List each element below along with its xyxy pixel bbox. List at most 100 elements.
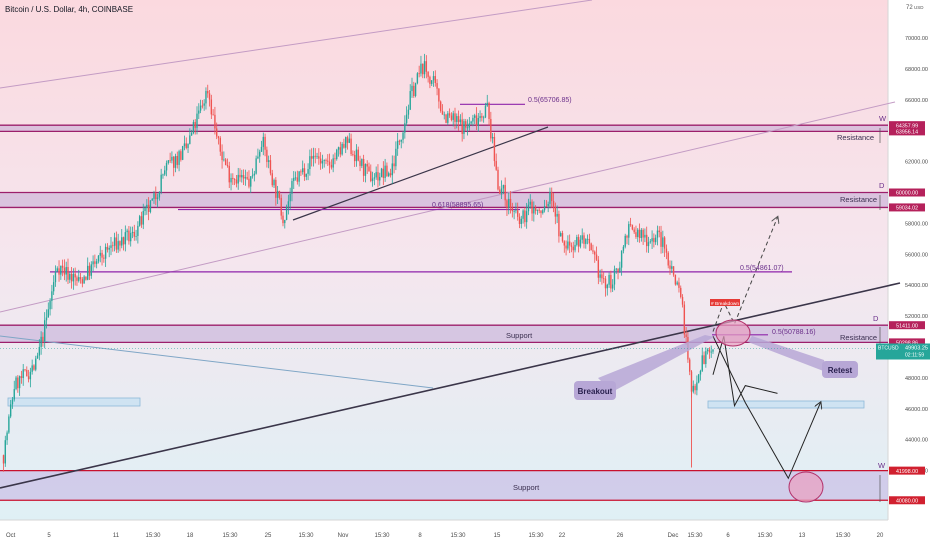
candle-body <box>226 165 229 166</box>
red-tag <box>710 299 740 306</box>
candle-body <box>171 156 173 161</box>
candle-body <box>341 143 343 155</box>
time-tick-label: 18 <box>187 533 194 539</box>
candle-body <box>560 233 562 237</box>
projection-dashed <box>712 217 778 332</box>
candle-body <box>443 114 445 116</box>
price-badge-label: 63956.14 <box>896 130 918 136</box>
candle-body <box>31 365 33 372</box>
candle-body <box>162 174 164 176</box>
candle-body <box>482 117 485 119</box>
candle-body <box>232 177 234 180</box>
candle-body <box>651 238 653 242</box>
candle-body <box>493 136 496 162</box>
candle-body <box>665 248 668 253</box>
candle-body <box>355 149 358 162</box>
candle-body <box>527 204 530 212</box>
candle-body <box>58 268 60 275</box>
candle-body <box>332 158 334 168</box>
candle-body <box>309 156 311 170</box>
price-badge <box>889 121 925 130</box>
candle-body <box>319 158 322 164</box>
plot-background <box>0 0 888 520</box>
candle-body <box>459 119 462 123</box>
candle-body <box>642 229 644 238</box>
candle-body <box>579 239 582 247</box>
candle-body <box>140 216 143 225</box>
candle-body <box>167 160 170 164</box>
candle-body <box>520 218 522 224</box>
candle-body <box>565 245 567 249</box>
candle-body <box>196 113 198 128</box>
candle-body <box>262 136 264 147</box>
candle-body <box>382 168 385 179</box>
candle-body <box>230 177 232 183</box>
candle-body <box>533 207 535 214</box>
candle-body <box>27 376 30 380</box>
candle-body <box>312 155 315 159</box>
candle-body <box>81 279 84 284</box>
time-tick-label: 15:30 <box>757 533 773 539</box>
candle-body <box>164 170 166 175</box>
candle-body <box>438 88 440 102</box>
candle-body <box>212 114 214 116</box>
candle-body <box>411 85 413 92</box>
resistance-label: Resistance <box>837 133 874 142</box>
candle-body <box>427 71 429 77</box>
candle-body <box>477 117 479 126</box>
trendlines-layer <box>0 0 901 489</box>
candle-body <box>672 266 675 275</box>
candle-body <box>431 80 433 84</box>
candle-body <box>504 185 506 201</box>
candle-body <box>250 176 252 187</box>
candle-body <box>36 355 39 359</box>
candle-body <box>29 371 32 380</box>
support-label: Support <box>513 483 540 492</box>
price-badge-label: 41998.00 <box>896 469 918 475</box>
candle-body <box>563 241 565 246</box>
candle-body <box>407 109 410 115</box>
candle-body <box>456 116 458 122</box>
candle-body <box>38 346 41 356</box>
candle-body <box>224 159 227 166</box>
candle-body <box>617 268 619 272</box>
candle-body <box>9 404 12 417</box>
candle-body <box>190 132 193 136</box>
candle-body <box>142 211 144 225</box>
time-tick-label: 22 <box>559 533 566 539</box>
candle-body <box>393 163 395 167</box>
candle-body <box>284 219 286 224</box>
time-tick-label: 15:30 <box>450 533 466 539</box>
candle-body <box>35 358 37 370</box>
candle-body <box>517 210 519 217</box>
candle-body <box>502 185 505 189</box>
candle-body <box>601 274 603 279</box>
candle-body <box>54 271 57 283</box>
candle-body <box>622 246 625 251</box>
candle-body <box>509 198 512 208</box>
candle-body <box>4 440 6 464</box>
candle-body <box>701 355 703 371</box>
candle-body <box>712 349 714 352</box>
candle-body <box>620 250 623 268</box>
candle-body <box>697 374 700 383</box>
timeframe-marker: W <box>878 461 886 470</box>
candle-body <box>678 282 680 288</box>
candle-body <box>389 173 392 176</box>
candle-body <box>386 165 388 177</box>
time-tick-label: 15:30 <box>222 533 238 539</box>
support-zone <box>0 470 888 501</box>
candle-body <box>624 235 626 247</box>
candle-body <box>214 114 216 129</box>
candle-body <box>178 151 180 165</box>
candle-body <box>583 235 585 244</box>
candle-body <box>662 237 664 247</box>
candle-body <box>484 105 487 118</box>
candle-body <box>348 138 350 143</box>
candle-body <box>610 274 612 289</box>
candle-body <box>549 192 551 204</box>
candle-body <box>654 237 657 243</box>
candle-body <box>278 190 281 198</box>
candle-body <box>373 177 376 179</box>
